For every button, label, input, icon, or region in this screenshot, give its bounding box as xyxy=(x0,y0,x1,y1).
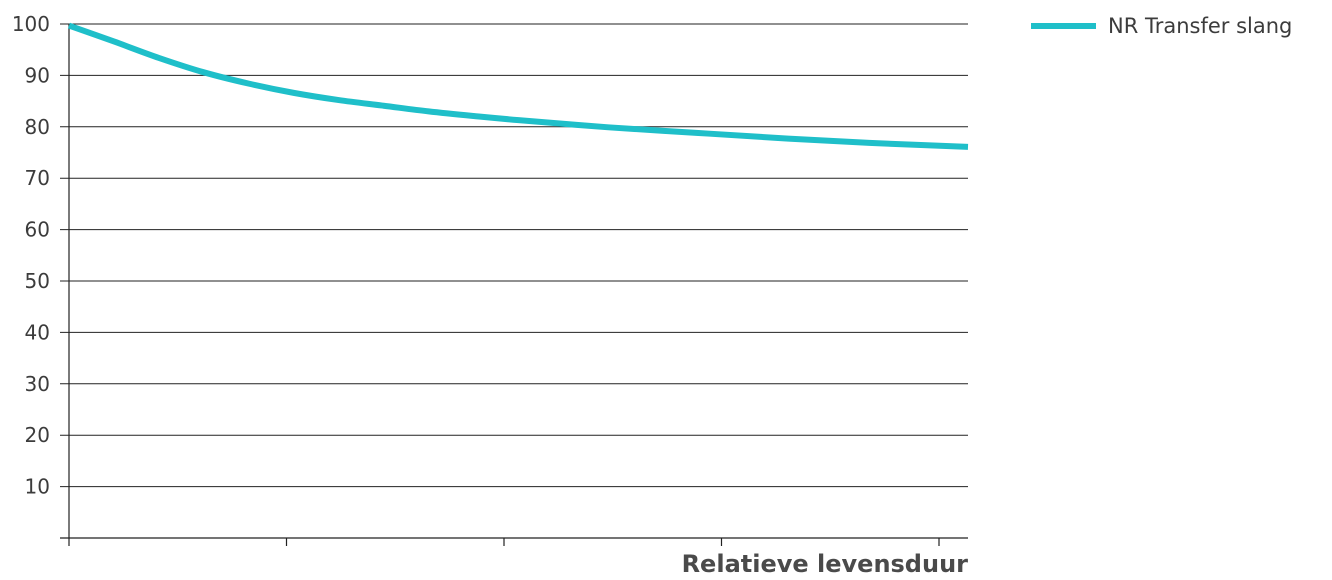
y-tick-label-80: 80 xyxy=(25,115,50,139)
y-tick-label-30: 30 xyxy=(25,372,50,396)
x-axis-label: Relatieve levensduur xyxy=(682,550,969,578)
y-tick-label-90: 90 xyxy=(25,63,50,87)
legend-label: NR Transfer slang xyxy=(1108,14,1292,38)
y-tick-label-20: 20 xyxy=(25,423,50,447)
x-axis-ticks xyxy=(68,538,940,546)
y-axis-tick-labels: 10 20 30 40 50 60 70 80 90 100 xyxy=(12,12,50,499)
y-tick-label-70: 70 xyxy=(25,166,50,190)
y-tick-label-100: 100 xyxy=(12,12,50,36)
gridlines xyxy=(60,23,968,488)
series-layer xyxy=(67,22,969,150)
y-tick-label-40: 40 xyxy=(25,320,50,344)
y-tick-label-50: 50 xyxy=(25,269,50,293)
legend: NR Transfer slang xyxy=(1031,14,1292,38)
y-tick-label-60: 60 xyxy=(25,218,50,242)
series-line-0 xyxy=(67,22,969,150)
y-tick-label-10: 10 xyxy=(25,475,50,499)
